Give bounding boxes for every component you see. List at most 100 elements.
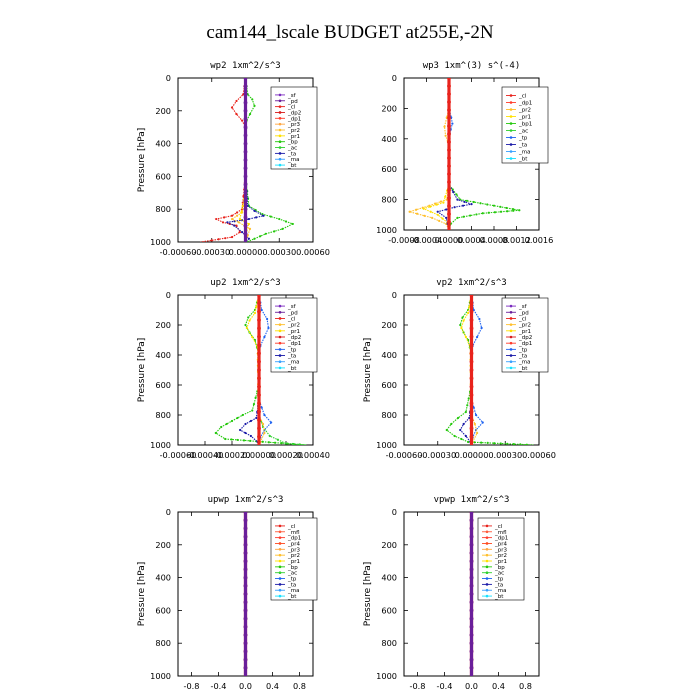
series-point [243, 551, 248, 555]
legend-marker [485, 588, 489, 592]
legend-marker [278, 122, 282, 126]
series-point [243, 616, 248, 621]
legend-marker [278, 530, 282, 534]
series-point [298, 443, 301, 445]
series-point [469, 401, 474, 406]
legend-label: _sf [518, 304, 528, 310]
panel-title: wp2 1xm^2/s^3 [210, 61, 280, 71]
y-tick-label: 600 [381, 380, 397, 390]
legend-label: _ma [287, 360, 299, 366]
series-point [444, 195, 447, 198]
legend-marker [278, 366, 282, 370]
legend-marker [278, 565, 282, 569]
series-group [214, 295, 307, 445]
legend-marker [509, 354, 513, 357]
legend-marker [278, 146, 282, 149]
series-point [469, 512, 474, 514]
panel-title: up2 1xm^2/s^3 [210, 278, 280, 288]
y-tick-label: 0 [392, 73, 397, 83]
series-point [238, 217, 241, 221]
series-line-pr2 [407, 78, 450, 230]
series-point [447, 180, 451, 184]
series-point [241, 231, 244, 234]
series-point [452, 190, 455, 194]
legend-marker [509, 94, 513, 97]
legend-label: _dp1 [287, 536, 301, 542]
series-point [453, 434, 456, 438]
y-tick-label: 1000 [376, 440, 397, 450]
legend-marker [278, 559, 282, 563]
series-point [469, 542, 474, 547]
series-point [469, 534, 474, 539]
series-point [436, 213, 439, 216]
series-point [519, 443, 522, 445]
series-point [210, 239, 213, 242]
series-point [220, 425, 223, 429]
legend-label: _cl [287, 105, 296, 111]
x-tick-label: -0.00030 [419, 450, 456, 460]
series-point [447, 116, 451, 120]
series-point [246, 234, 249, 237]
legend-marker [278, 323, 282, 326]
series-point [472, 406, 475, 409]
series-point [224, 437, 227, 441]
x-tick-label: -0.00060 [386, 450, 423, 460]
legend-label: _pr2 [494, 553, 507, 559]
series-point [450, 422, 453, 426]
series-point [243, 526, 248, 531]
legend-marker [278, 577, 282, 580]
series-point [284, 220, 288, 223]
series-point [469, 567, 474, 572]
series-point [525, 443, 528, 445]
legend-label: _pr2 [518, 323, 531, 329]
x-tick-label: -0.00060 [160, 450, 197, 460]
legend-marker [509, 122, 513, 125]
series-point [456, 216, 459, 219]
legend-label: _pr3 [287, 122, 301, 128]
legend: _cl_dp1_pr2_pr1_bp1_ac_tp_ta_ma_bt [501, 86, 549, 164]
series-point [243, 542, 248, 547]
series-point [447, 204, 451, 208]
series-point [243, 166, 248, 171]
legend-marker [278, 310, 282, 314]
legend-marker [509, 335, 513, 339]
series-point [257, 376, 261, 381]
series-point [464, 410, 467, 414]
series-point [447, 92, 451, 96]
series-point [237, 221, 240, 224]
series-point [243, 649, 248, 654]
y-tick-label: 0 [166, 73, 171, 83]
y-tick-label: 600 [155, 605, 171, 615]
legend-marker [278, 553, 282, 557]
series-point [470, 203, 473, 206]
series-point [243, 125, 248, 130]
series-point [462, 215, 465, 218]
series-point [254, 396, 257, 399]
series-point [247, 316, 250, 319]
legend-label: _ma [518, 150, 530, 156]
y-tick-label: 800 [155, 204, 171, 214]
series-point [447, 220, 451, 224]
series-point [469, 393, 474, 397]
legend-label: _bt [494, 594, 504, 600]
y-tick-label: 600 [381, 605, 397, 615]
legend-marker [278, 105, 282, 108]
series-point [447, 84, 451, 88]
panel-3: up2 1xm^2/s^3 Pressure [hPa] 0 200 400 600 800… [137, 278, 330, 460]
series-point [257, 334, 261, 339]
series-point [445, 198, 448, 201]
legend-label: _ac [518, 129, 528, 135]
legend-label: _bt [287, 594, 297, 600]
series-point [257, 368, 261, 372]
y-tick-label: 600 [155, 171, 171, 181]
legend: _cl_mfl_dp1_pr4_pr3_pr2_pr1_bp_ac_tp_ta_… [477, 517, 525, 601]
series-point [447, 156, 451, 160]
series-point [459, 323, 462, 327]
y-tick-label: 0 [166, 507, 171, 517]
series-point [247, 237, 250, 240]
series-point [464, 434, 467, 438]
x-tick-label: -0.00020 [214, 450, 251, 460]
series-point [469, 600, 474, 605]
x-tick-label: 0.00040 [296, 450, 330, 460]
